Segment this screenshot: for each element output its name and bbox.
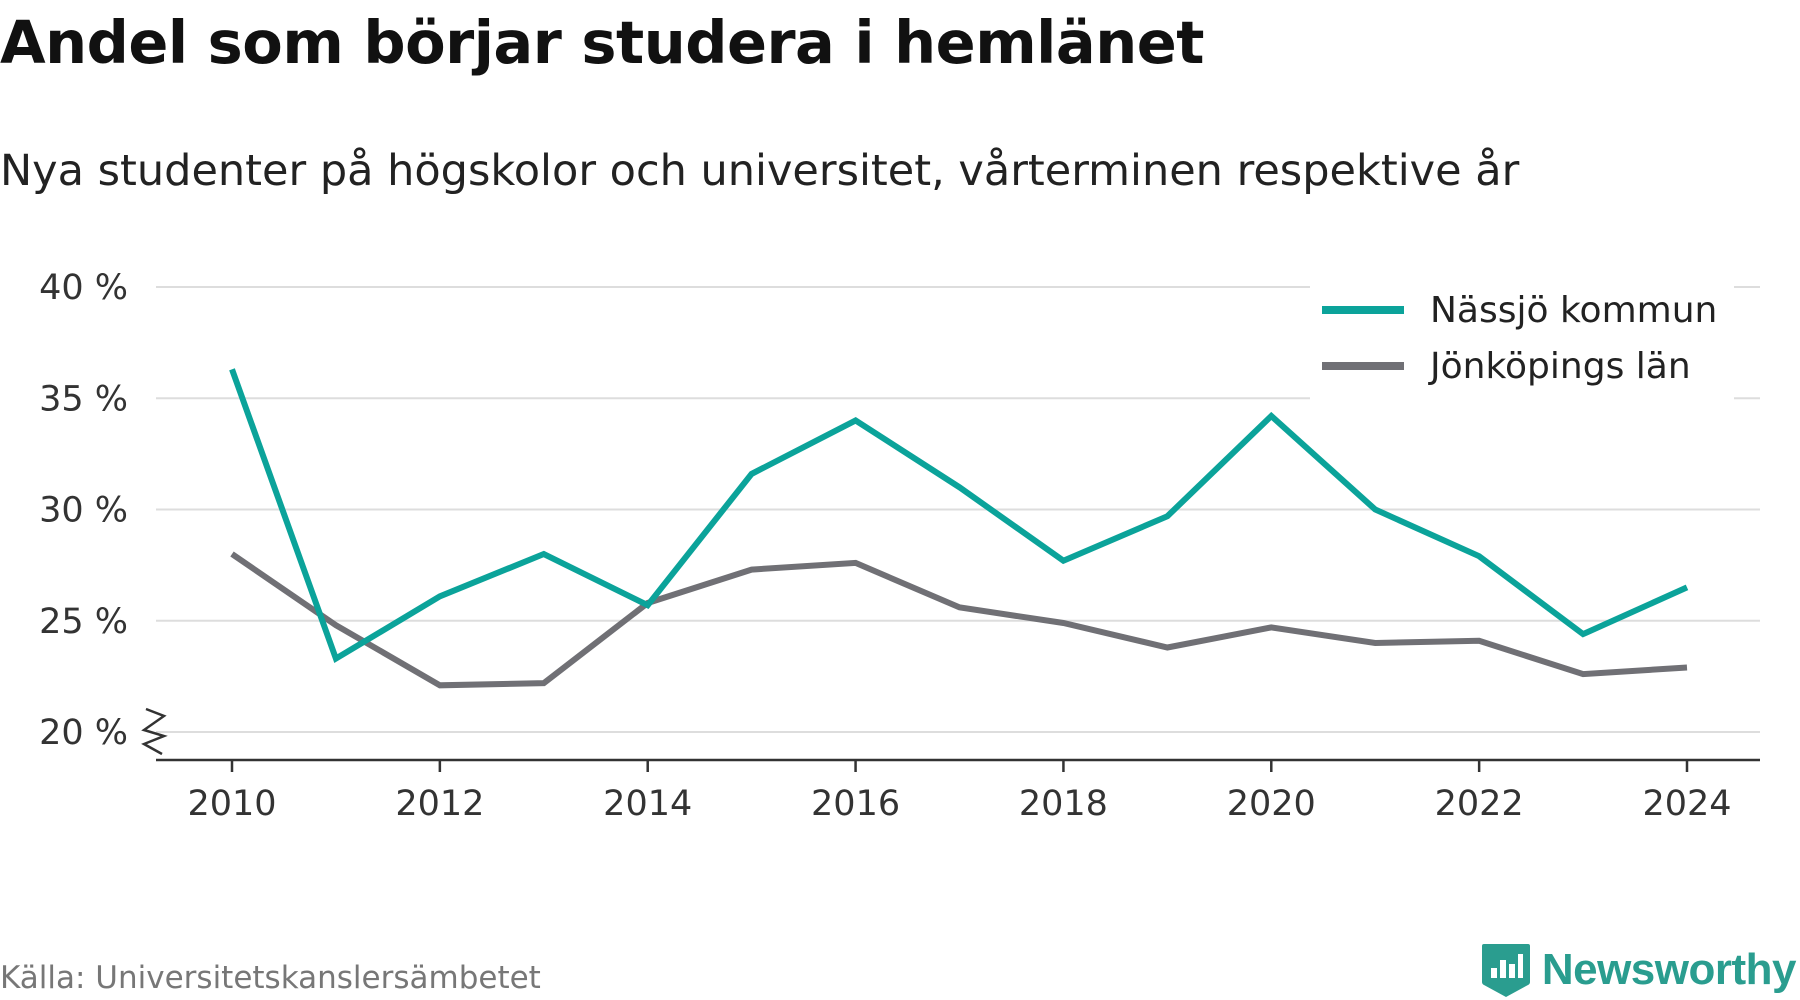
brand-logo: Newsworthy bbox=[1480, 942, 1797, 998]
legend-background bbox=[1310, 282, 1734, 400]
chart-title: Andel som börjar studera i hemlänet bbox=[0, 8, 1204, 77]
x-tick-label: 2012 bbox=[395, 784, 484, 824]
y-tick-label: 35 % bbox=[39, 379, 128, 419]
axis-break-icon bbox=[141, 707, 168, 756]
x-tick-label: 2024 bbox=[1642, 784, 1731, 824]
x-axis: 2010 2012 2014 2016 2018 2020 2022 2024 bbox=[156, 758, 1760, 824]
y-tick-label: 40 % bbox=[39, 268, 128, 308]
line-chart: 20 %25 %30 %35 %40 % 2010 2012 2014 2016 201… bbox=[39, 268, 1760, 824]
x-tick-label: 2020 bbox=[1227, 784, 1316, 824]
y-tick-label: 30 % bbox=[39, 491, 128, 531]
series-line-nassjo-kommun bbox=[229, 368, 1689, 664]
chart-subtitle: Nya studenter på högskolor och universit… bbox=[0, 146, 1520, 196]
series-lines bbox=[229, 368, 1689, 689]
legend-label: Nässjö kommun bbox=[1430, 290, 1717, 331]
x-tick-label: 2016 bbox=[811, 784, 900, 824]
newsworthy-logo-icon bbox=[1481, 944, 1530, 997]
series-line-jonkopings-lan bbox=[230, 551, 1688, 689]
legend: Nässjö kommun Jönköpings län bbox=[1310, 282, 1734, 400]
y-tick-label: 25 % bbox=[39, 602, 128, 642]
x-tick-label: 2022 bbox=[1435, 784, 1524, 824]
legend-label: Jönköpings län bbox=[1428, 346, 1691, 387]
x-tick-label: 2010 bbox=[187, 784, 276, 824]
x-tick-label: 2018 bbox=[1019, 784, 1108, 824]
brand-name: Newsworthy bbox=[1541, 945, 1797, 994]
y-axis-ticks: 20 % 25 % 30 % 35 % 40 % bbox=[39, 268, 168, 756]
source-note: Källa: Universitetskanslersämbetet bbox=[0, 960, 541, 996]
y-tick-label: 20 % bbox=[39, 713, 128, 753]
x-tick-label: 2014 bbox=[603, 784, 692, 824]
